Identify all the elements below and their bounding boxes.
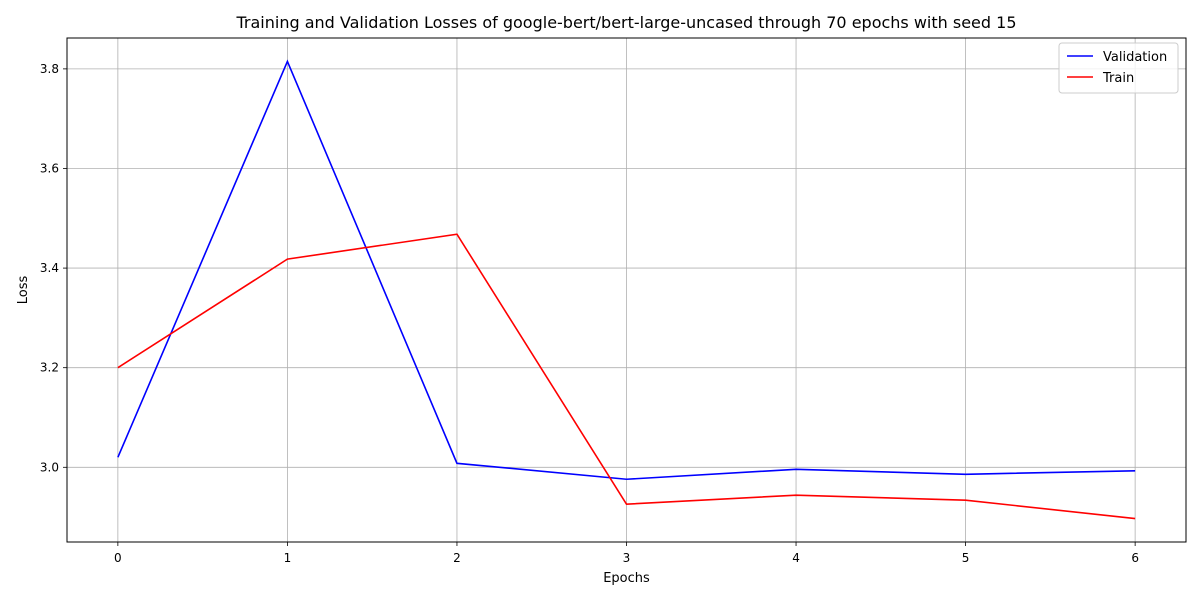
x-tick-label: 6 [1131,551,1139,565]
grid [67,38,1186,542]
y-tick-label: 3.8 [40,62,59,76]
series-line-train [117,233,1136,520]
x-tick-label: 3 [623,551,631,565]
series-lines [117,59,1136,520]
y-tick-label: 3.0 [40,460,59,474]
series-line-validation [117,59,1136,481]
legend: Validation Train [1058,42,1179,94]
x-tick-label: 5 [962,551,970,565]
legend-label-validation: Validation [1103,50,1167,65]
y-axis-ticks: 3.0 3.2 3.4 3.6 3.8 [40,62,67,474]
x-tick-label: 0 [114,551,122,565]
y-tick-label: 3.4 [40,261,59,275]
x-tick-label: 1 [284,551,292,565]
y-tick-label: 3.2 [40,361,59,375]
x-tick-label: 2 [453,551,461,565]
y-axis-label: Loss [16,276,31,305]
y-tick-label: 3.6 [40,161,59,175]
x-axis-label: Epochs [603,571,650,586]
legend-label-train: Train [1102,71,1134,86]
chart-title: Training and Validation Losses of google… [235,13,1016,32]
x-axis-ticks: 0 1 2 3 4 5 6 [114,542,1139,565]
x-tick-label: 4 [792,551,800,565]
